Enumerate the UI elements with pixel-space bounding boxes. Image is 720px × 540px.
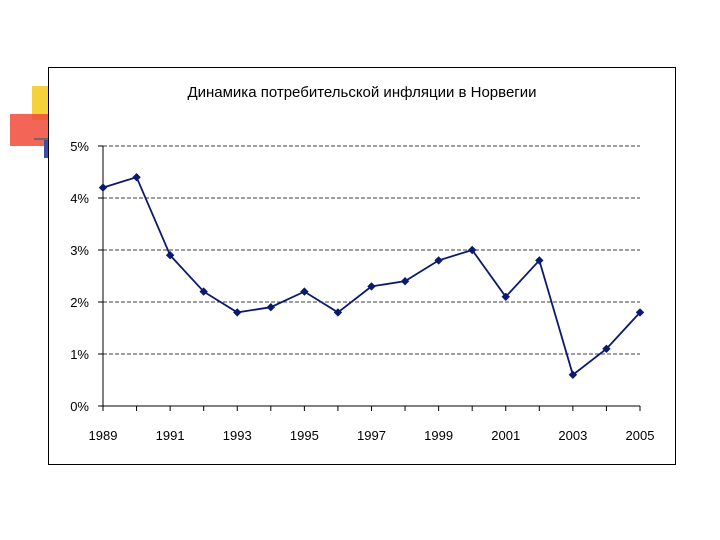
y-tick-label: 3% [70,243,89,258]
data-point [300,287,309,296]
decor-line [34,138,54,140]
data-point [132,173,141,182]
axes [98,145,641,411]
data-point [165,251,175,260]
data-point [367,282,376,291]
x-tick-label: 1989 [89,428,118,443]
data-point [400,277,410,286]
data-point [434,256,443,265]
y-tick-label: 1% [70,347,89,362]
x-tick-label: 1991 [156,428,185,443]
data-point [333,308,343,317]
x-tick-label: 2005 [626,428,655,443]
x-tick-label: 1993 [223,428,252,443]
data-point [199,287,208,296]
data-point [535,256,544,265]
series-line [102,176,641,377]
data-point [467,245,477,255]
x-tick-label: 2003 [558,428,587,443]
y-tick-label: 0% [70,399,89,414]
grid-lines [103,145,640,355]
data-point [233,308,242,317]
x-tick-label: 1995 [290,428,319,443]
series [98,173,645,379]
x-tick-label: 1999 [424,428,453,443]
data-point [568,370,578,379]
y-tick-label: 4% [70,191,89,206]
x-tick-label: 1997 [357,428,386,443]
data-point [98,183,108,192]
chart-title: Динамика потребительской инфляции в Норв… [187,84,536,101]
data-point [602,344,611,353]
data-point [635,308,645,317]
x-tick-label: 2001 [491,428,520,443]
data-point [501,292,510,301]
chart-frame [48,67,676,465]
data-point [266,303,276,312]
y-tick-labels: 0% 1% 2% 3% 4% 5% [70,139,89,414]
y-tick-label: 2% [70,295,89,310]
y-tick-label: 5% [70,139,89,154]
x-tick-labels: 1989 1991 1993 1995 1997 1999 2001 2003 2005 [89,428,655,443]
